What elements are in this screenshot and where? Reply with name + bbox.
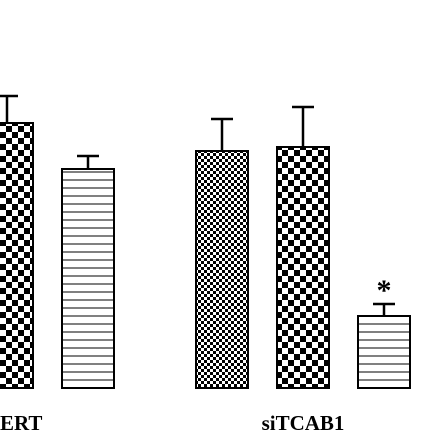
x-tick-label: siTCAB1 — [262, 411, 345, 435]
bar — [61, 168, 115, 389]
x-tick-label: ERT — [0, 411, 42, 435]
annotation: * — [377, 274, 392, 307]
bar — [276, 146, 330, 389]
bar — [195, 150, 249, 389]
bar — [357, 315, 411, 389]
bar — [0, 122, 34, 389]
